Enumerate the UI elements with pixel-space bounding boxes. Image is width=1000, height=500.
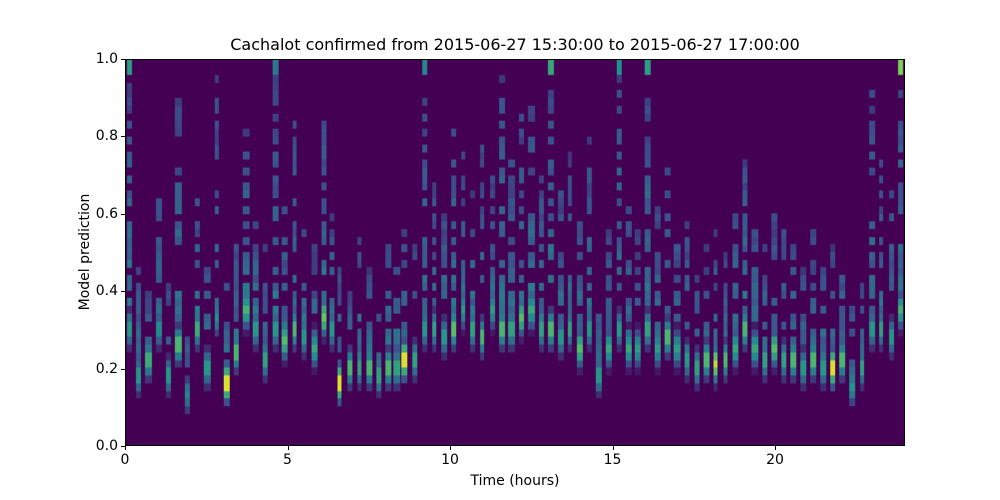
x-tick-label: 5	[283, 452, 292, 468]
plot-area	[125, 59, 905, 446]
y-tick-label: 0.0	[95, 438, 118, 454]
y-tick-label: 0.6	[95, 205, 118, 222]
y-tick-label: 0.8	[95, 128, 118, 145]
x-tick-mark	[125, 446, 126, 450]
y-tick-mark	[121, 291, 125, 293]
x-tick-mark	[775, 446, 776, 450]
y-tick-mark	[121, 213, 125, 215]
x-tick-mark	[287, 446, 289, 450]
heatmap-canvas	[126, 60, 904, 445]
y-tick-mark	[121, 446, 125, 447]
x-tick-label: 10	[441, 452, 459, 468]
x-tick-label: 15	[603, 452, 622, 468]
y-tick-label: 1.0	[95, 51, 118, 67]
x-tick-mark	[612, 446, 614, 450]
y-tick-mark	[121, 59, 125, 60]
chart-title: Cachalot confirmed from 2015-06-27 15:30…	[230, 35, 800, 54]
x-axis-label: Time (hours)	[470, 473, 560, 489]
x-tick-label: 20	[766, 452, 784, 468]
x-tick-label: 0	[120, 452, 130, 468]
x-tick-mark	[450, 446, 451, 450]
y-tick-label: 0.4	[95, 283, 118, 300]
y-tick-label: 0.2	[95, 360, 118, 377]
y-tick-mark	[121, 368, 125, 370]
y-tick-mark	[121, 136, 125, 138]
